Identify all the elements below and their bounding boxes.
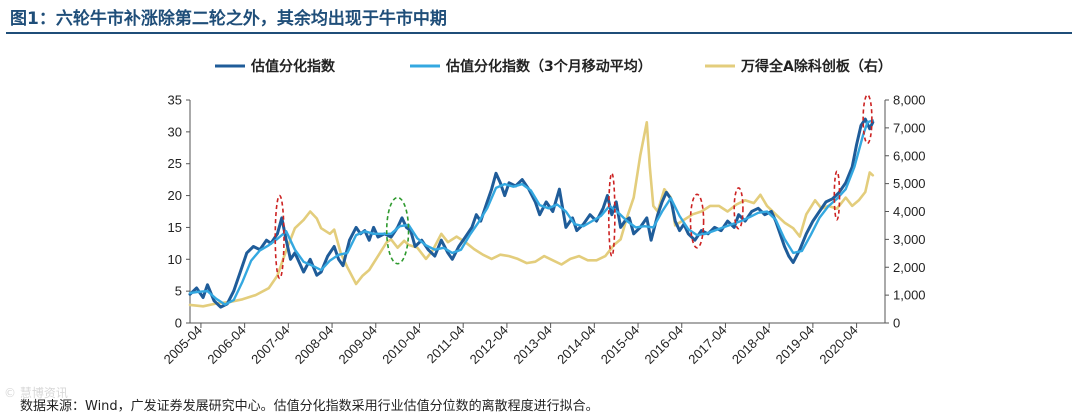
- y-right-tick-label: 5,000: [893, 176, 926, 191]
- y-right-tick-label: 4,000: [893, 204, 926, 219]
- y-left-tick-label: 25: [168, 156, 182, 171]
- y-right-tick-label: 7,000: [893, 120, 926, 135]
- x-tick-label: 2019-04: [773, 323, 817, 367]
- x-tick-label: 2016-04: [642, 323, 686, 367]
- y-left-tick-label: 30: [168, 124, 182, 139]
- x-tick-label: 2007-04: [248, 323, 292, 367]
- bull-catchup-marker: [862, 94, 873, 145]
- y-left-tick-label: 10: [168, 252, 182, 267]
- x-tick-label: 2005-04: [161, 323, 205, 367]
- annotation-layer: [274, 94, 873, 280]
- x-tick-label: 2013-04: [510, 323, 554, 367]
- x-tick-label: 2006-04: [204, 323, 248, 367]
- y-left-tick-label: 15: [168, 220, 182, 235]
- y-left-tick-label: 5: [175, 284, 182, 299]
- watermark: © 慧博资讯: [4, 386, 68, 400]
- y-left-tick-label: 20: [168, 188, 182, 203]
- title-divider: [6, 32, 1072, 34]
- x-tick-label: 2012-04: [467, 323, 511, 367]
- x-tick-label: 2015-04: [598, 323, 642, 367]
- x-tick-label: 2011-04: [424, 323, 468, 367]
- bull-catchup-marker: [833, 170, 841, 221]
- y-right-tick-label: 6,000: [893, 148, 926, 163]
- y-right-tick-label: 3,000: [893, 232, 926, 247]
- y-right-tick-label: 1,000: [893, 288, 926, 303]
- x-tick-label: 2008-04: [292, 323, 336, 367]
- bull-catchup-marker: [274, 194, 285, 280]
- x-tick-label: 2009-04: [336, 323, 380, 367]
- y-right-tick-label: 2,000: [893, 260, 926, 275]
- series-layer: [188, 117, 875, 309]
- legend-item-wind-a-label: 万得全A除科创板（右）: [740, 58, 892, 75]
- chart: 估值分化指数 估值分化指数（3个月移动平均） 万得全A除科创板（右） 0 5 10 15 2…: [161, 58, 926, 367]
- x-tick-label: 2014-04: [554, 323, 598, 367]
- x-tick-label: 2017-04: [685, 323, 729, 367]
- y-right-tick-label: 8,000: [893, 93, 926, 108]
- series-line-ma3: [188, 119, 874, 306]
- legend: 估值分化指数 估值分化指数（3个月移动平均） 万得全A除科创板（右）: [215, 58, 892, 75]
- source-note: 数据来源：Wind，广发证券发展研究中心。估值分化指数采用行业估值分位数的离散程…: [20, 399, 599, 414]
- bull-catchup-marker: [607, 172, 616, 257]
- x-tick-label: 2010-04: [379, 323, 423, 367]
- bull-catchup-marker: [733, 187, 744, 230]
- y-right-tick-label: 0: [893, 316, 900, 331]
- y-left-tick-label: 0: [175, 316, 182, 331]
- x-tick-label: 2018-04: [729, 323, 773, 367]
- bear-period-marker: [385, 196, 410, 265]
- legend-item-ma3-label: 估值分化指数（3个月移动平均）: [445, 58, 652, 75]
- x-tick-label: 2020-04: [816, 323, 860, 367]
- figure-title: 图1：六轮牛市补涨除第二轮之外，其余均出现于牛市中期: [10, 9, 447, 29]
- bull-catchup-marker: [689, 193, 705, 249]
- legend-item-index-label: 估值分化指数: [250, 58, 336, 75]
- y-left-tick-label: 35: [168, 93, 182, 108]
